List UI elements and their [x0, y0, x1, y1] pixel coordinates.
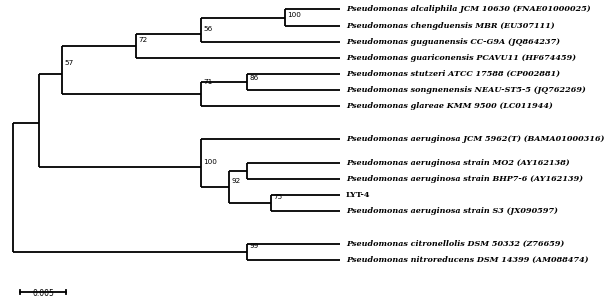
Text: Pseudomonas guguanensis CC-G9A (JQ864237): Pseudomonas guguanensis CC-G9A (JQ864237…: [346, 38, 560, 46]
Text: 92: 92: [231, 178, 240, 184]
Text: Pseudomonas songnenensis NEAU-ST5-5 (JQ762269): Pseudomonas songnenensis NEAU-ST5-5 (JQ7…: [346, 86, 585, 94]
Text: Pseudomonas aeruginosa strain S3 (JX090597): Pseudomonas aeruginosa strain S3 (JX0905…: [346, 207, 558, 216]
Text: 86: 86: [250, 75, 259, 81]
Text: Pseudomonas alcaliphila JCM 10630 (FNAE01000025): Pseudomonas alcaliphila JCM 10630 (FNAE0…: [346, 5, 590, 13]
Text: Pseudomonas aeruginosa strain BHP7-6 (AY162139): Pseudomonas aeruginosa strain BHP7-6 (AY…: [346, 175, 583, 183]
Text: Pseudomonas stutzeri ATCC 17588 (CP002881): Pseudomonas stutzeri ATCC 17588 (CP00288…: [346, 70, 560, 78]
Text: Pseudomonas guariconensis PCAVU11 (HF674459): Pseudomonas guariconensis PCAVU11 (HF674…: [346, 54, 576, 62]
Text: 0.005: 0.005: [32, 289, 54, 298]
Text: Pseudomonas glareae KMM 9500 (LC011944): Pseudomonas glareae KMM 9500 (LC011944): [346, 102, 553, 110]
Text: Pseudomonas aeruginosa JCM 5962(T) (BAMA01000316): Pseudomonas aeruginosa JCM 5962(T) (BAMA…: [346, 135, 604, 143]
Text: 71: 71: [204, 79, 213, 85]
Text: Pseudomonas nitroreducens DSM 14399 (AM088474): Pseudomonas nitroreducens DSM 14399 (AM0…: [346, 256, 589, 264]
Text: 57: 57: [64, 60, 73, 66]
Text: 99: 99: [250, 243, 259, 249]
Text: 56: 56: [204, 26, 213, 32]
Text: 72: 72: [138, 38, 148, 43]
Text: Pseudomonas aeruginosa strain MO2 (AY162138): Pseudomonas aeruginosa strain MO2 (AY162…: [346, 159, 569, 167]
Text: 100: 100: [287, 12, 301, 18]
Text: 100: 100: [204, 159, 217, 165]
Text: LYT-4: LYT-4: [346, 191, 370, 199]
Text: Pseudomonas chengduensis MBR (EU307111): Pseudomonas chengduensis MBR (EU307111): [346, 22, 555, 30]
Text: Pseudomonas citronellolis DSM 50332 (Z76659): Pseudomonas citronellolis DSM 50332 (Z76…: [346, 240, 564, 248]
Text: 75: 75: [273, 194, 282, 200]
